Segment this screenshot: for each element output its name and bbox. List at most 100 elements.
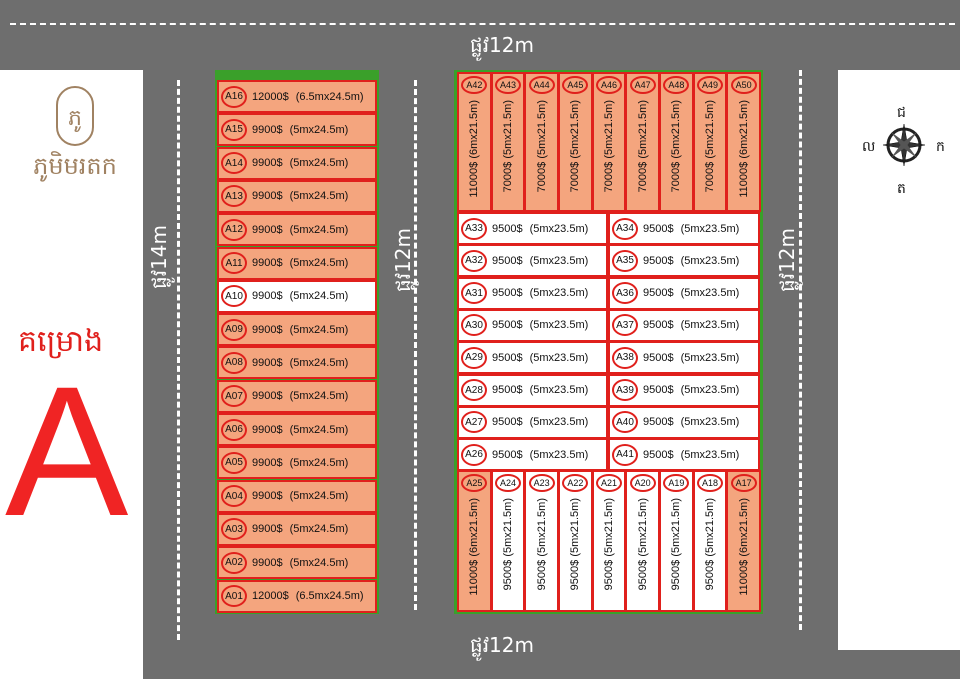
plot-price: 9900$ [252, 356, 283, 369]
plot-a31[interactable]: A31 9500$ (5mx23.5m) [457, 276, 608, 310]
plot-id-badge: A06 [221, 418, 247, 441]
plot-size: (5mx24.5m) [289, 356, 349, 369]
plot-id-badge: A22 [562, 474, 589, 492]
plot-price: 9500$ [643, 384, 674, 396]
plot-size: (5mx24.5m) [289, 190, 349, 203]
plot-a43[interactable]: A43 7000$ (5mx21.5m) [490, 72, 526, 212]
plot-a40[interactable]: A40 9500$ (5mx23.5m) [608, 405, 760, 439]
plot-a09[interactable]: A09 9900$ (5mx24.5m) [217, 313, 377, 347]
plot-a41[interactable]: A41 9500$ (5mx23.5m) [608, 438, 760, 472]
plot-label: 11000$ (6mx21.5m) [468, 100, 481, 198]
plot-a46[interactable]: A46 7000$ (5mx21.5m) [591, 72, 627, 212]
plot-size: (5mx24.5m) [289, 490, 349, 503]
plot-size: (5mx23.5m) [680, 222, 740, 235]
plot-a26[interactable]: A26 9500$ (5mx23.5m) [457, 438, 608, 472]
plot-a27[interactable]: A27 9500$ (5mx23.5m) [457, 405, 608, 439]
plot-label: 7000$ (5mx21.5m) [670, 100, 683, 193]
plot-a04[interactable]: A04 9900$ (5mx24.5m) [217, 479, 377, 513]
logo-text: ភូមិមរតក [33, 152, 117, 180]
plot-a19[interactable]: A19 9500$ (5mx21.5m) [659, 470, 694, 612]
plot-id-badge: A36 [612, 282, 638, 305]
plot-a01[interactable]: A01 12000$ (6.5mx24.5m) [217, 579, 377, 613]
plot-a29[interactable]: A29 9500$ (5mx23.5m) [457, 341, 608, 375]
compass-south: ត [897, 181, 906, 197]
logo-mark-icon: ភូ [56, 86, 94, 146]
plot-a47[interactable]: A47 7000$ (5mx21.5m) [625, 72, 660, 212]
plot-a39[interactable]: A39 9500$ (5mx23.5m) [608, 373, 760, 407]
plot-price: 9500$ [492, 351, 523, 364]
right-road-centerline [799, 70, 802, 630]
plot-id-badge: A20 [629, 474, 656, 492]
plot-a34[interactable]: A34 9500$ (5mx23.5m) [608, 212, 760, 245]
plot-a20[interactable]: A20 9500$ (5mx21.5m) [625, 470, 660, 612]
plot-a13[interactable]: A13 9900$ (5mx24.5m) [217, 179, 377, 213]
plot-a24[interactable]: A24 9500$ (5mx21.5m) [490, 470, 526, 612]
plot-a03[interactable]: A03 9900$ (5mx24.5m) [217, 512, 377, 546]
plot-id-badge: A43 [494, 76, 521, 94]
plot-price: 9900$ [252, 123, 283, 136]
plot-price: 9900$ [252, 323, 283, 336]
plot-id-badge: A23 [528, 474, 555, 492]
plot-a14[interactable]: A14 9900$ (5mx24.5m) [217, 146, 377, 180]
plot-a28[interactable]: A28 9500$ (5mx23.5m) [457, 373, 608, 407]
plot-a18[interactable]: A18 9500$ (5mx21.5m) [692, 470, 728, 612]
plot-a37[interactable]: A37 9500$ (5mx23.5m) [608, 308, 760, 342]
plot-price: 9500$ [643, 416, 674, 429]
plot-a35[interactable]: A35 9500$ (5mx23.5m) [608, 244, 760, 278]
plot-a07[interactable]: A07 9900$ (5mx24.5m) [217, 379, 377, 413]
plot-a50[interactable]: A50 11000$ (6mx21.5m) [726, 72, 761, 212]
plot-label: 7000$ (5mx21.5m) [703, 100, 716, 193]
plot-size: (5mx23.5m) [680, 319, 740, 332]
plot-a23[interactable]: A23 9500$ (5mx21.5m) [524, 470, 559, 612]
plot-size: (5mx23.5m) [680, 416, 740, 429]
project-label: គម្រោង [18, 324, 104, 359]
plot-label: 7000$ (5mx21.5m) [535, 100, 548, 193]
plot-id-badge: A16 [221, 85, 247, 108]
plot-a25[interactable]: A25 11000$ (6mx21.5m) [457, 470, 492, 612]
plot-a30[interactable]: A30 9500$ (5mx23.5m) [457, 308, 608, 342]
plot-size: (5mx23.5m) [680, 448, 740, 461]
plot-a49[interactable]: A49 7000$ (5mx21.5m) [692, 72, 728, 212]
plot-a08[interactable]: A08 9900$ (5mx24.5m) [217, 346, 377, 380]
plot-a06[interactable]: A06 9900$ (5mx24.5m) [217, 413, 377, 446]
plot-a22[interactable]: A22 9500$ (5mx21.5m) [558, 470, 593, 612]
plot-a10[interactable]: A10 9900$ (5mx24.5m) [217, 279, 377, 313]
plot-a45[interactable]: A45 7000$ (5mx21.5m) [558, 72, 593, 212]
plot-a48[interactable]: A48 7000$ (5mx21.5m) [659, 72, 694, 212]
plot-a17[interactable]: A17 11000$ (6mx21.5m) [726, 470, 761, 612]
plot-label: 7000$ (5mx21.5m) [636, 100, 649, 193]
plot-price: 9500$ [643, 222, 674, 235]
plot-a15[interactable]: A15 9900$ (5mx24.5m) [217, 113, 377, 147]
plot-a44[interactable]: A44 7000$ (5mx21.5m) [524, 72, 559, 212]
plot-id-badge: A02 [221, 551, 247, 574]
plot-a16[interactable]: A16 12000$ (6.5mx24.5m) [217, 80, 377, 113]
right-panel [838, 70, 960, 650]
plot-id-badge: A33 [461, 217, 487, 240]
plot-id-badge: A29 [461, 346, 487, 369]
plot-size: (5mx23.5m) [680, 254, 740, 267]
plot-a42[interactable]: A42 11000$ (6mx21.5m) [457, 72, 492, 212]
plot-size: (5mx24.5m) [289, 423, 349, 436]
plot-a33[interactable]: A33 9500$ (5mx23.5m) [457, 212, 608, 245]
plot-id-badge: A41 [612, 443, 638, 466]
plot-a32[interactable]: A32 9500$ (5mx23.5m) [457, 244, 608, 278]
plot-a36[interactable]: A36 9500$ (5mx23.5m) [608, 276, 760, 310]
compass-north: ជ [897, 105, 906, 121]
plot-a12[interactable]: A12 9900$ (5mx24.5m) [217, 213, 377, 247]
plot-a21[interactable]: A21 9500$ (5mx21.5m) [591, 470, 627, 612]
plot-a38[interactable]: A38 9500$ (5mx23.5m) [608, 341, 760, 375]
left-road-label: ផ្លូវ14m [147, 225, 171, 289]
plot-label: 7000$ (5mx21.5m) [501, 100, 514, 193]
plot-a05[interactable]: A05 9900$ (5mx24.5m) [217, 446, 377, 480]
compass-rose-icon [882, 123, 926, 167]
plot-id-badge: A13 [221, 185, 247, 208]
plot-id-badge: A50 [730, 76, 757, 94]
plot-price: 9500$ [643, 351, 674, 364]
plot-id-badge: A35 [612, 249, 638, 272]
plot-a11[interactable]: A11 9900$ (5mx24.5m) [217, 246, 377, 280]
plot-label: 9500$ (5mx21.5m) [501, 498, 514, 591]
plot-id-badge: A05 [221, 451, 247, 474]
plot-size: (5mx24.5m) [289, 290, 349, 303]
plot-price: 9900$ [252, 290, 283, 303]
plot-a02[interactable]: A02 9900$ (5mx24.5m) [217, 546, 377, 580]
